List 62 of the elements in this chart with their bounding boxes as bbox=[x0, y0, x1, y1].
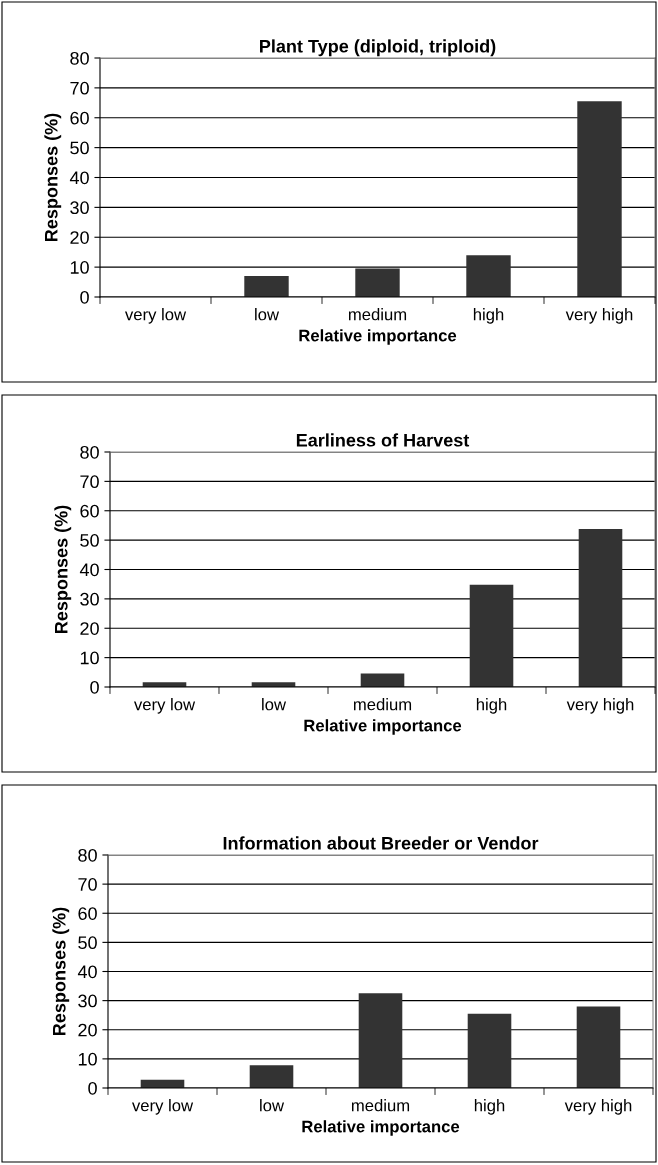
y-tick-label: 80 bbox=[78, 848, 97, 862]
bar bbox=[355, 268, 400, 297]
y-tick-label: 20 bbox=[70, 231, 89, 244]
y-tick-label: 30 bbox=[80, 592, 99, 606]
x-axis-title: Relative importance bbox=[302, 1120, 460, 1136]
x-tick-label: low bbox=[255, 308, 280, 321]
x-axis-title: Relative importance bbox=[299, 329, 457, 345]
x-tick-label: low bbox=[262, 698, 287, 711]
y-tick-label: 60 bbox=[78, 907, 97, 920]
x-axis-title: Relative importance bbox=[304, 719, 462, 735]
y-tick-label: 50 bbox=[70, 141, 89, 155]
x-tick-label: very low bbox=[132, 1099, 194, 1115]
y-tick-label: 30 bbox=[70, 201, 89, 215]
y-tick-label: 60 bbox=[80, 504, 99, 518]
bar bbox=[466, 255, 511, 297]
x-tick-label: medium bbox=[348, 308, 407, 321]
y-axis-title: Responses (%) bbox=[54, 505, 72, 633]
y-tick-label: 70 bbox=[70, 81, 89, 95]
x-tick-label: very low bbox=[125, 308, 187, 324]
bar bbox=[577, 101, 622, 297]
bar bbox=[576, 1006, 621, 1088]
y-tick-label: 20 bbox=[78, 1023, 97, 1037]
x-tick-label: very low bbox=[134, 698, 196, 714]
bar bbox=[244, 276, 289, 297]
bar bbox=[469, 584, 514, 687]
x-tick-label: high bbox=[474, 1099, 505, 1115]
y-tick-label: 40 bbox=[79, 563, 99, 577]
bar bbox=[249, 1065, 294, 1088]
y-tick-label: 0 bbox=[90, 680, 99, 694]
y-tick-label: 80 bbox=[80, 445, 99, 459]
y-tick-label: 20 bbox=[80, 622, 99, 635]
y-tick-label: 40 bbox=[77, 965, 97, 979]
x-tick-label: very high bbox=[564, 1099, 632, 1115]
y-tick-label: 30 bbox=[78, 994, 97, 1008]
y-tick-label: 70 bbox=[80, 475, 99, 489]
bar bbox=[360, 673, 405, 687]
x-tick-label: low bbox=[260, 1099, 285, 1112]
y-tick-label: 80 bbox=[70, 51, 89, 65]
y-tick-label: 40 bbox=[69, 171, 89, 185]
y-tick-label: 70 bbox=[78, 878, 97, 891]
x-tick-label: very high bbox=[566, 698, 634, 714]
chart-title: Information about Breeder or Vendor bbox=[223, 836, 539, 850]
x-tick-label: high bbox=[473, 308, 504, 324]
y-tick-label: 10 bbox=[78, 1052, 97, 1066]
y-axis-title: Responses (%) bbox=[44, 113, 62, 241]
x-tick-label: high bbox=[476, 698, 507, 714]
chart-title: Plant Type (diploid, triploid) bbox=[260, 39, 496, 57]
bar bbox=[467, 1013, 512, 1088]
y-tick-label: 0 bbox=[80, 290, 89, 304]
y-tick-label: 50 bbox=[78, 936, 97, 950]
y-axis-title: Responses (%) bbox=[52, 907, 70, 1035]
y-tick-label: 10 bbox=[70, 261, 89, 274]
y-tick-label: 60 bbox=[70, 111, 89, 125]
chart-title: Earliness of Harvest bbox=[296, 433, 470, 447]
y-tick-label: 50 bbox=[80, 534, 99, 547]
bar bbox=[578, 528, 623, 687]
bar bbox=[358, 993, 403, 1088]
y-tick-label: 0 bbox=[88, 1081, 97, 1095]
y-tick-label: 10 bbox=[80, 651, 99, 665]
x-tick-label: medium bbox=[353, 698, 412, 711]
x-tick-label: medium bbox=[351, 1099, 410, 1112]
x-tick-label: very high bbox=[565, 308, 633, 324]
